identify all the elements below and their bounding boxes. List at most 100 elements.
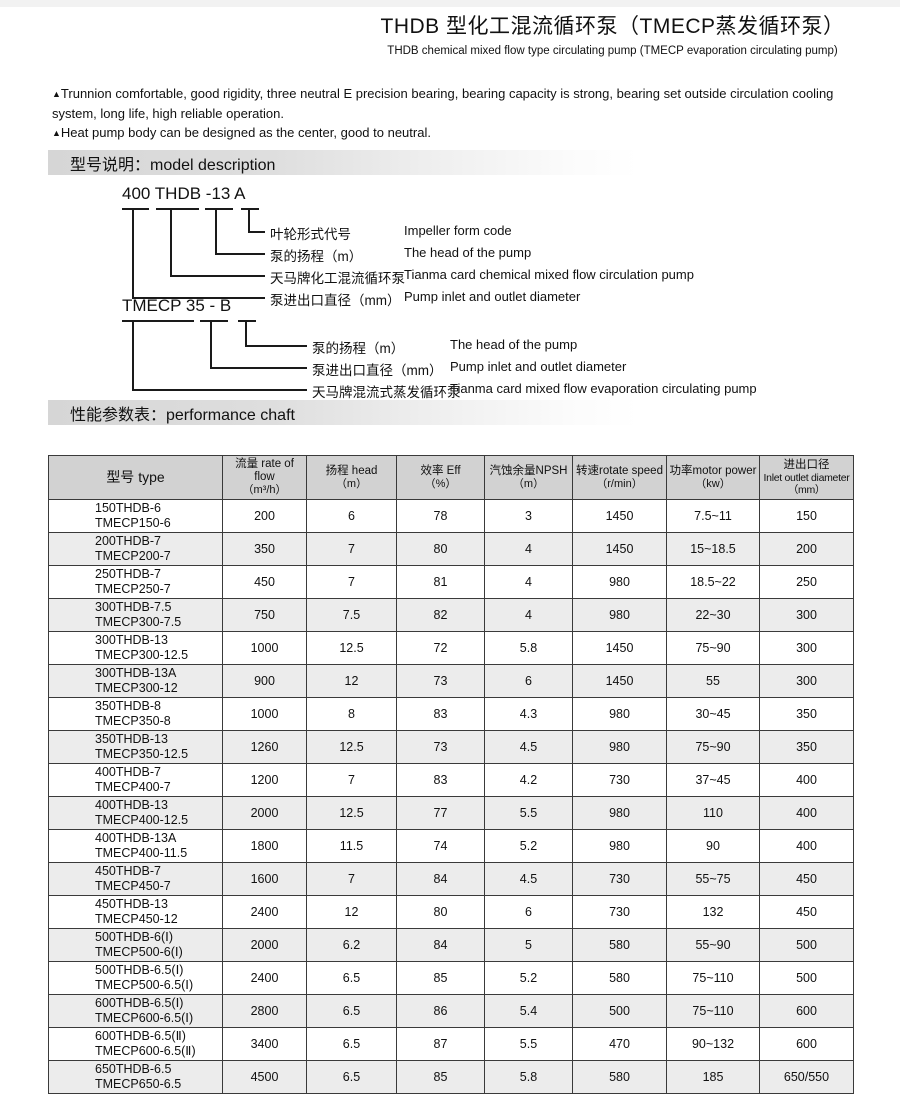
cell-eff: 73 xyxy=(396,663,485,698)
thdb-label-cn-3: 天马牌化工混流循环泵 xyxy=(270,271,405,286)
performance-table-wrapper: 型号 type 流量 rate of flow （m³/h） 扬程 head （… xyxy=(48,455,854,1094)
cell-model-line1: 300THDB-13 xyxy=(95,633,168,647)
cell-model-line1: 300THDB-7.5 xyxy=(95,600,172,614)
tmecp-label-en-2: Pump inlet and outlet diameter xyxy=(450,359,627,374)
table-row: 450THDB-7 TMECP450-7 1600 7 84 4.5 730 55~75 450 xyxy=(48,861,854,896)
cell-model-line2: TMECP450-12 xyxy=(95,911,178,926)
cell-model: 300THDB-13 TMECP300-12.5 xyxy=(48,630,223,665)
cell-eff: 85 xyxy=(396,1059,485,1094)
cell-diameter: 350 xyxy=(759,729,854,764)
cell-diameter: 600 xyxy=(759,993,854,1028)
cell-model: 250THDB-7 TMECP250-7 xyxy=(48,564,223,599)
tmecp-drop-1 xyxy=(132,320,134,390)
cell-rpm: 1450 xyxy=(572,531,667,566)
tmecp-leader-1 xyxy=(132,389,307,391)
cell-eff: 73 xyxy=(396,729,485,764)
cell-head: 12.5 xyxy=(306,795,397,830)
cell-rpm: 1450 xyxy=(572,663,667,698)
cell-model-line1: 400THDB-7 xyxy=(95,765,161,779)
cell-head: 6.5 xyxy=(306,1059,397,1094)
col-header-type-main: 型号 type xyxy=(106,468,165,485)
cell-power: 75~110 xyxy=(666,993,760,1028)
col-header-flow: 流量 rate of flow （m³/h） xyxy=(222,455,307,500)
col-header-power: 功率motor power （kw） xyxy=(666,455,760,500)
table-row: 600THDB-6.5(Ⅱ) TMECP600-6.5(Ⅱ) 3400 6.5 87 5.… xyxy=(48,1026,854,1061)
title-chinese: THDB 型化工混流循环泵（TMECP蒸发循环泵） xyxy=(380,15,845,38)
intro-bullet-1-text: Trunnion comfortable, good rigidity, thr… xyxy=(52,86,834,121)
cell-flow: 1800 xyxy=(222,828,307,863)
cell-head: 6.2 xyxy=(306,927,397,962)
cell-eff: 72 xyxy=(396,630,485,665)
cell-model: 300THDB-7.5 TMECP300-7.5 xyxy=(48,597,223,632)
cell-flow: 2000 xyxy=(222,795,307,830)
cell-model-line1: 600THDB-6.5(Ⅱ) xyxy=(95,1029,186,1043)
cell-power: 55~75 xyxy=(666,861,760,896)
col-header-head-main: 扬程 head xyxy=(325,464,378,477)
section-header-model-description: 型号说明：model description xyxy=(48,150,638,175)
cell-npsh: 4.3 xyxy=(484,696,573,731)
cell-head: 12 xyxy=(306,894,397,929)
cell-flow: 1600 xyxy=(222,861,307,896)
page-top-strip xyxy=(0,0,900,7)
cell-power: 30~45 xyxy=(666,696,760,731)
cell-rpm: 980 xyxy=(572,597,667,632)
col-header-diameter-sub: Inlet outlet diameter xyxy=(763,471,850,484)
col-header-flow-unit: （m³/h） xyxy=(242,484,287,496)
cell-npsh: 5 xyxy=(484,927,573,962)
cell-diameter: 600 xyxy=(759,1026,854,1061)
cell-model: 150THDB-6 TMECP150-6 xyxy=(48,498,223,533)
col-header-npsh: 汽蚀余量NPSH （m） xyxy=(484,455,573,500)
thdb-drop-2 xyxy=(170,208,172,276)
cell-model-line1: 400THDB-13A xyxy=(95,831,177,845)
tmecp-underline-3 xyxy=(238,320,256,322)
cell-model-line2: TMECP250-7 xyxy=(95,581,171,596)
cell-power: 90 xyxy=(666,828,760,863)
cell-rpm: 1450 xyxy=(572,498,667,533)
cell-flow: 750 xyxy=(222,597,307,632)
cell-model: 450THDB-7 TMECP450-7 xyxy=(48,861,223,896)
cell-power: 7.5~11 xyxy=(666,498,760,533)
cell-power: 18.5~22 xyxy=(666,564,760,599)
cell-model-line2: TMECP200-7 xyxy=(95,548,171,563)
col-header-head-unit: （m） xyxy=(335,477,368,490)
cell-model-line2: TMECP300-7.5 xyxy=(95,614,182,629)
cell-npsh: 4 xyxy=(484,531,573,566)
cell-power: 15~18.5 xyxy=(666,531,760,566)
cell-npsh: 3 xyxy=(484,498,573,533)
cell-model: 400THDB-7 TMECP400-7 xyxy=(48,762,223,797)
table-row: 150THDB-6 TMECP150-6 200 6 78 3 1450 7.5~11 150 xyxy=(48,498,854,533)
cell-model: 600THDB-6.5(Ⅰ) TMECP600-6.5(Ⅰ) xyxy=(48,993,223,1028)
col-header-flow-main: 流量 rate of flow xyxy=(235,458,294,483)
cell-rpm: 730 xyxy=(572,861,667,896)
cell-model: 350THDB-13 TMECP350-12.5 xyxy=(48,729,223,764)
cell-model-line2: TMECP450-7 xyxy=(95,878,171,893)
cell-head: 7.5 xyxy=(306,597,397,632)
col-header-rpm: 转速rotate speed （r/min） xyxy=(572,455,667,500)
cell-model-line1: 400THDB-13 xyxy=(95,798,168,812)
thdb-leader-3 xyxy=(215,253,265,255)
tmecp-label-cn-1: 泵的扬程（m） xyxy=(312,341,405,356)
cell-diameter: 400 xyxy=(759,762,854,797)
table-row: 500THDB-6.5(Ⅰ) TMECP500-6.5(Ⅰ) 2400 6.5 85 5.… xyxy=(48,960,854,995)
cell-diameter: 300 xyxy=(759,630,854,665)
cell-npsh: 6 xyxy=(484,894,573,929)
intro-bullet-2-text: Heat pump body can be designed as the ce… xyxy=(60,125,431,140)
cell-npsh: 5.4 xyxy=(484,993,573,1028)
cell-flow: 1200 xyxy=(222,762,307,797)
cell-flow: 2000 xyxy=(222,927,307,962)
cell-head: 8 xyxy=(306,696,397,731)
cell-rpm: 980 xyxy=(572,564,667,599)
cell-eff: 80 xyxy=(396,531,485,566)
cell-model-line1: 150THDB-6 xyxy=(95,501,161,515)
cell-power: 75~90 xyxy=(666,729,760,764)
cell-rpm: 730 xyxy=(572,894,667,929)
cell-model: 650THDB-6.5 TMECP650-6.5 xyxy=(48,1059,223,1094)
cell-flow: 1000 xyxy=(222,630,307,665)
cell-model-line2: TMECP150-6 xyxy=(95,515,171,530)
cell-model-line1: 500THDB-6.5(Ⅰ) xyxy=(95,963,184,977)
cell-flow: 3400 xyxy=(222,1026,307,1061)
col-header-eff: 效率 Eff （%） xyxy=(396,455,485,500)
cell-model: 600THDB-6.5(Ⅱ) TMECP600-6.5(Ⅱ) xyxy=(48,1026,223,1061)
table-row: 300THDB-13A TMECP300-12 900 12 73 6 1450 55 300 xyxy=(48,663,854,698)
tmecp-underline-1 xyxy=(122,320,194,322)
